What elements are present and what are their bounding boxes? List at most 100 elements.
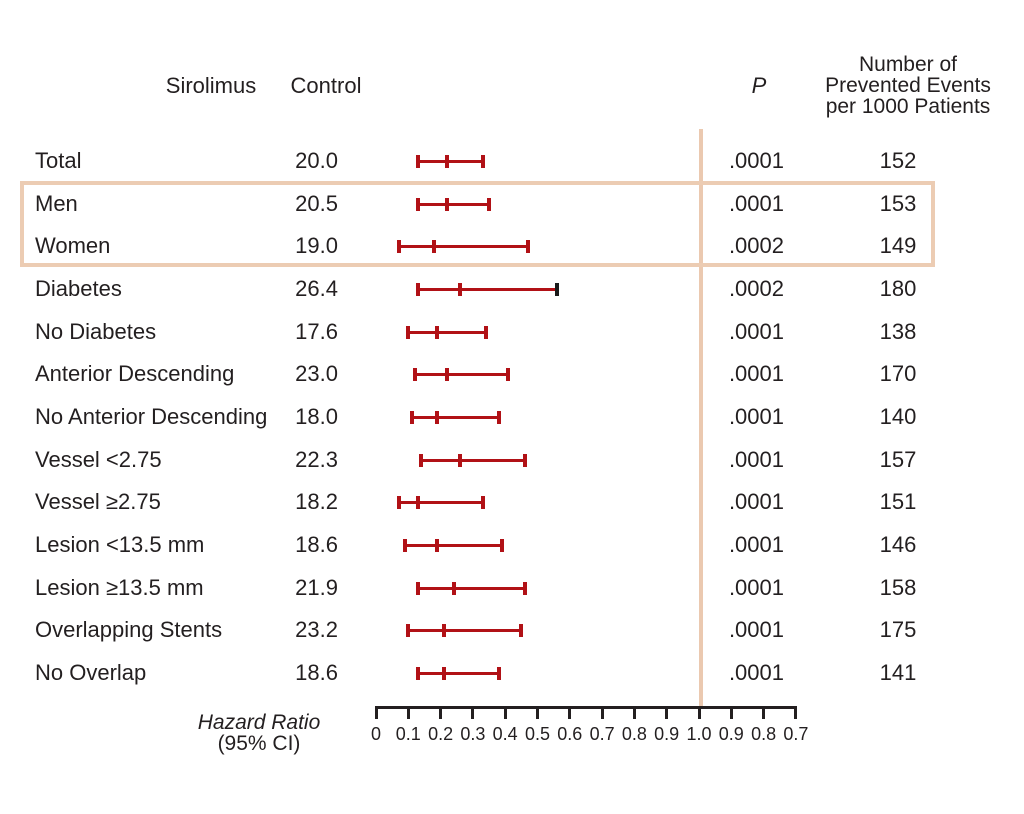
row-control-value: 26.4 xyxy=(295,276,338,301)
axis-tick xyxy=(794,706,798,719)
row-label: Overlapping Stents xyxy=(35,617,223,642)
row-label: Diabetes xyxy=(35,276,122,301)
hr-point-tick xyxy=(441,667,446,680)
column-header-sirolimus: Sirolimus xyxy=(165,73,257,98)
hr-point-tick xyxy=(435,326,440,339)
axis-tick-label: 0.1 xyxy=(395,724,421,744)
row-label: No Diabetes xyxy=(35,319,157,344)
row-p-value: .0001 xyxy=(728,148,784,173)
row-label: Anterior Descending xyxy=(35,361,235,386)
row-label: Women xyxy=(35,233,111,258)
row-p-value: .0001 xyxy=(728,660,784,685)
ci-cap-lower xyxy=(403,539,408,552)
row-label: No Anterior Descending xyxy=(35,404,268,429)
hr-point-tick xyxy=(458,454,462,467)
ci-cap-upper xyxy=(522,582,527,595)
axis-tick-label: 0.8 xyxy=(751,724,777,744)
ci-cap-upper xyxy=(483,326,488,339)
row-control-value: 17.6 xyxy=(295,319,338,344)
ci-line xyxy=(405,544,502,547)
row-control-value: 21.9 xyxy=(295,575,338,600)
axis-caption-line-1: Hazard Ratio xyxy=(197,711,321,734)
axis-tick xyxy=(568,706,572,719)
ci-cap-upper xyxy=(525,240,530,253)
axis-tick xyxy=(503,706,507,719)
row-events-value: 146 xyxy=(879,532,917,557)
row-label: Lesion ≥13.5 mm xyxy=(35,575,204,600)
row-control-value: 23.0 xyxy=(295,361,338,386)
hr-point-tick xyxy=(445,155,450,168)
ci-line xyxy=(418,672,499,675)
row-events-value: 157 xyxy=(879,447,917,472)
ci-cap-lower xyxy=(409,411,414,424)
row-control-value: 18.6 xyxy=(295,532,338,557)
ci-cap-upper xyxy=(500,539,504,552)
ci-cap-lower xyxy=(396,496,401,509)
row-events-value: 151 xyxy=(879,489,917,514)
row-events-value: 170 xyxy=(879,361,917,386)
axis-tick-label: 0.9 xyxy=(654,724,680,744)
row-events-value: 138 xyxy=(879,319,917,344)
ci-cap-upper xyxy=(506,368,511,381)
events-header-line-2: Prevented Events xyxy=(825,74,991,97)
ci-cap-lower xyxy=(416,155,420,168)
row-label: Vessel ≥2.75 xyxy=(35,489,161,514)
reference-line-hr-1 xyxy=(699,129,703,708)
ci-line xyxy=(408,331,486,334)
row-control-value: 23.2 xyxy=(295,617,338,642)
axis-tick-label: 0.7 xyxy=(783,724,809,744)
ci-cap-upper xyxy=(496,667,501,680)
ci-line xyxy=(418,203,490,206)
axis-tick xyxy=(729,706,733,719)
row-control-value: 18.0 xyxy=(295,404,338,429)
row-control-value: 18.2 xyxy=(295,489,338,514)
axis-tick xyxy=(439,706,443,719)
row-p-value: .0001 xyxy=(728,361,784,386)
row-label: No Overlap xyxy=(35,660,147,685)
row-label: Vessel <2.75 xyxy=(35,447,162,472)
row-p-value: .0001 xyxy=(728,191,784,216)
row-p-value: .0001 xyxy=(728,319,784,344)
axis-tick-label: 0.3 xyxy=(460,724,486,744)
row-events-value: 153 xyxy=(879,191,917,216)
ci-line xyxy=(418,160,483,163)
ci-cap-lower xyxy=(406,624,411,637)
hr-point-tick xyxy=(451,582,456,595)
ci-cap-upper xyxy=(487,198,492,211)
row-control-value: 18.6 xyxy=(295,660,338,685)
row-events-value: 175 xyxy=(879,617,917,642)
axis-tick-label: 0.8 xyxy=(621,724,647,744)
ci-cap-lower xyxy=(406,326,411,339)
ci-line xyxy=(418,288,557,291)
row-events-value: 158 xyxy=(879,575,917,600)
ci-cap-lower xyxy=(412,368,417,381)
hr-point-tick xyxy=(416,496,420,509)
ci-cap-lower xyxy=(416,283,420,296)
row-events-value: 180 xyxy=(879,276,917,301)
row-events-value: 152 xyxy=(879,148,917,173)
ci-line xyxy=(398,245,528,248)
row-events-value: 141 xyxy=(879,660,917,685)
ci-cap-upper xyxy=(480,155,485,168)
axis-tick xyxy=(471,706,475,719)
row-control-value: 22.3 xyxy=(295,447,338,472)
row-control-value: 20.5 xyxy=(295,191,338,216)
row-p-value: .0001 xyxy=(728,489,784,514)
axis-tick xyxy=(697,706,701,719)
row-p-value: .0002 xyxy=(728,233,784,258)
axis-tick-label: 1.0 xyxy=(686,724,712,744)
hr-point-tick xyxy=(458,283,462,296)
row-label: Total xyxy=(35,148,82,173)
ci-line xyxy=(421,459,525,462)
hr-point-tick xyxy=(441,624,446,637)
ci-cap-lower xyxy=(416,667,420,680)
ci-cap-upper xyxy=(480,496,485,509)
axis-caption-line-2: (95% CI) xyxy=(217,732,301,755)
axis-tick-label: 0.7 xyxy=(589,724,615,744)
axis-tick-label: 0.9 xyxy=(718,724,744,744)
row-control-value: 19.0 xyxy=(295,233,338,258)
row-p-value: .0001 xyxy=(728,617,784,642)
hr-point-tick xyxy=(435,539,440,552)
row-label: Men xyxy=(35,191,78,216)
ci-cap-lower xyxy=(419,454,424,467)
